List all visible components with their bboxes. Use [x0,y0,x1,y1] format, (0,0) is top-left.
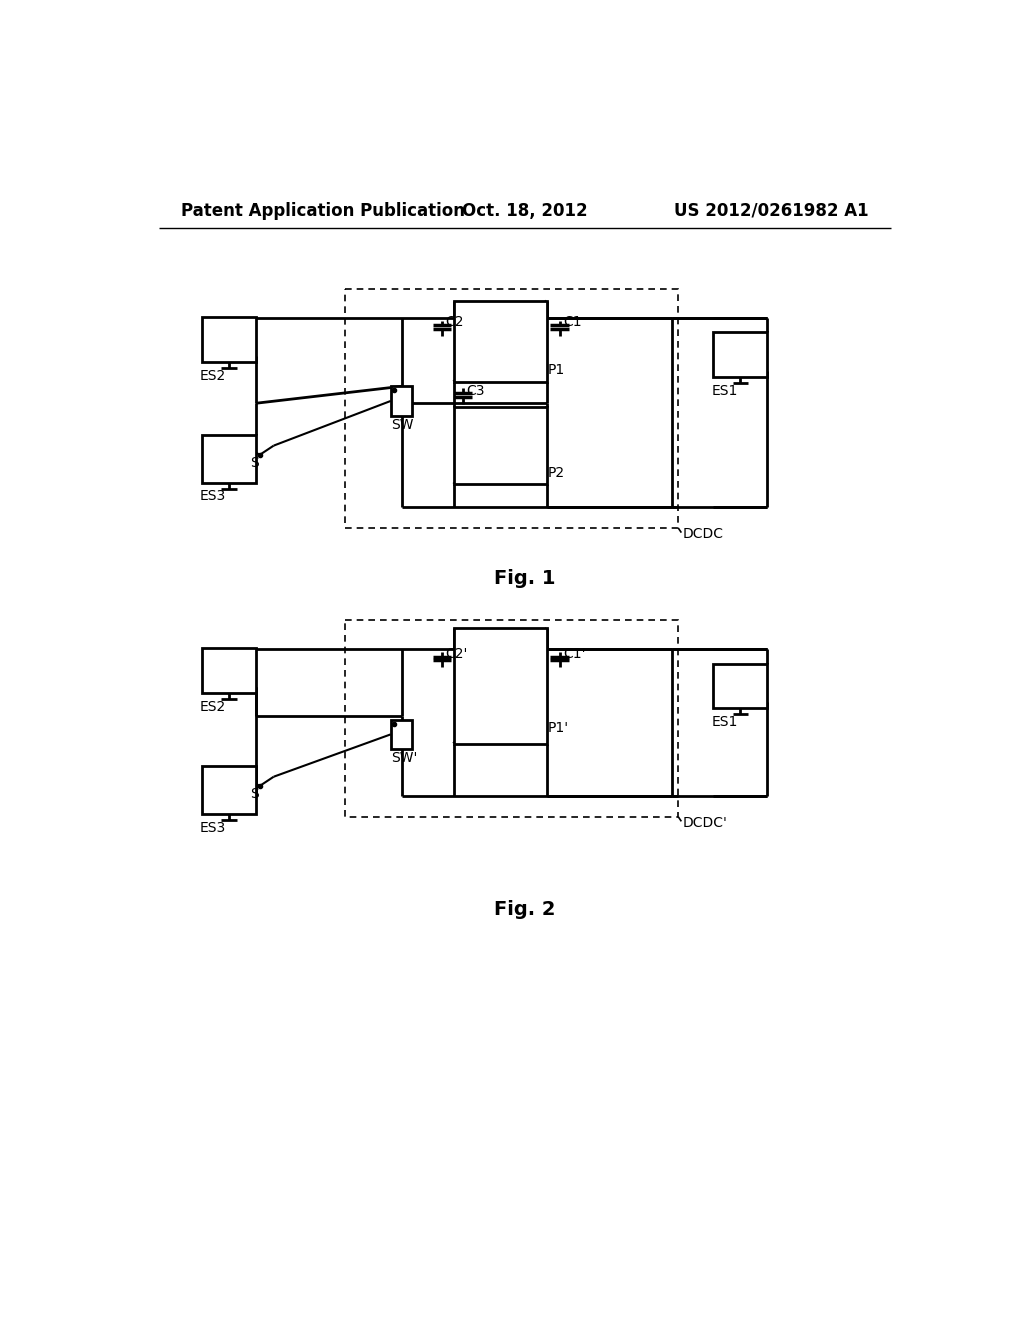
Text: ES2: ES2 [200,368,226,383]
Bar [454,301,547,381]
Text: P1': P1' [548,721,569,735]
Bar [202,434,256,483]
Bar [345,620,678,817]
Text: US 2012/0261982 A1: US 2012/0261982 A1 [674,202,869,219]
Text: ES3: ES3 [200,490,226,503]
Text: S: S [251,455,259,470]
Bar [713,664,767,708]
Bar [454,407,547,484]
Text: ES1: ES1 [712,384,738,397]
Text: Patent Application Publication: Patent Application Publication [180,202,465,219]
Text: Fig. 2: Fig. 2 [494,900,556,919]
Text: C1': C1' [563,647,586,660]
Text: C2: C2 [445,315,464,330]
Text: Fig. 1: Fig. 1 [494,569,556,587]
Text: ES1: ES1 [712,715,738,729]
Bar [713,333,767,378]
Text: SW: SW [391,418,414,432]
Bar [391,719,413,748]
Text: ES3: ES3 [200,821,226,834]
Bar [202,648,256,693]
Text: C1: C1 [563,315,582,330]
Text: ES2: ES2 [200,700,226,714]
Bar [454,628,547,743]
Bar [345,289,678,528]
Text: P1: P1 [548,363,565,378]
Text: C2': C2' [445,647,467,660]
Text: DCDC': DCDC' [683,816,728,830]
Text: C3: C3 [466,384,484,399]
Bar [202,317,256,362]
Text: Oct. 18, 2012: Oct. 18, 2012 [462,202,588,219]
Text: DCDC: DCDC [683,527,724,541]
Text: P2: P2 [548,466,565,479]
Bar [202,766,256,813]
Text: SW': SW' [391,751,417,766]
Bar [391,387,413,416]
Text: S: S [251,787,259,801]
